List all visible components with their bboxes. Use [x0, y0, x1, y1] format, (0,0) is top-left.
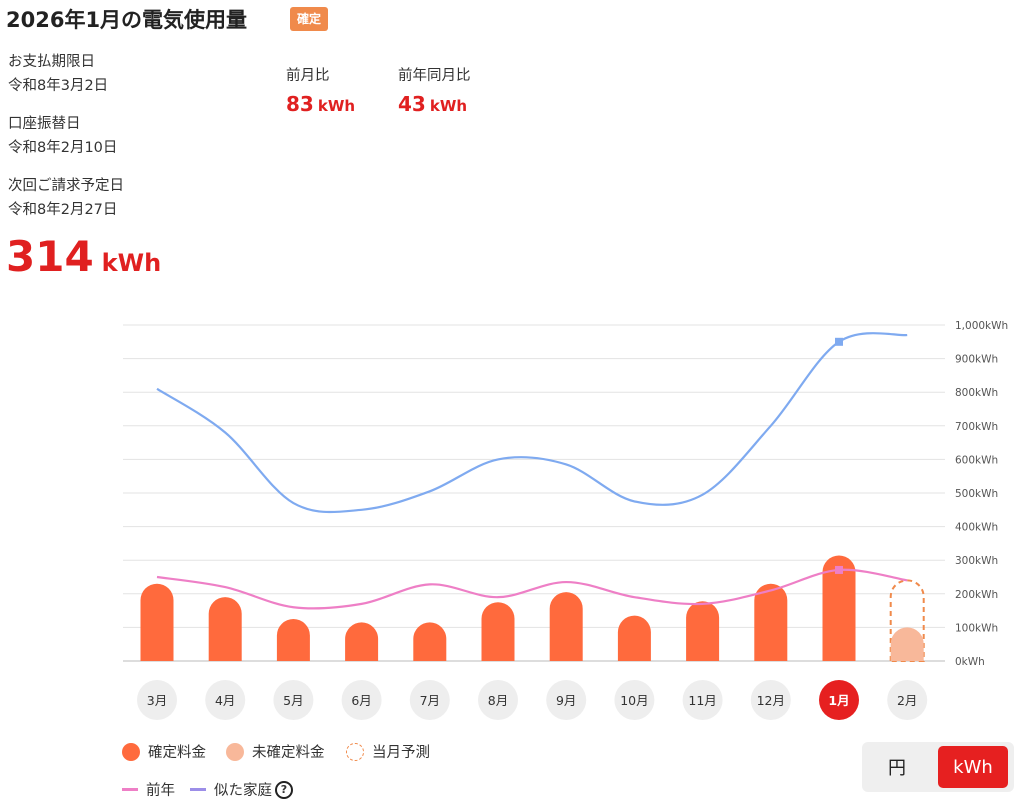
confirmed-bar: [413, 622, 447, 661]
prev-year-swatch-icon: [122, 788, 138, 791]
prev-month-diff: 83 kWh: [286, 92, 355, 116]
y-tick-label: 0kWh: [955, 656, 985, 668]
prev-month-label: 前月比: [286, 68, 330, 84]
yen-toggle-button[interactable]: 円: [862, 746, 932, 788]
prev-year-line: [156, 568, 908, 610]
unconfirmed-swatch-icon: [226, 742, 244, 761]
confirmed-bar: [481, 602, 515, 661]
month-pill: [273, 680, 314, 720]
confirmed-bar: [754, 583, 788, 661]
month-pill: [614, 680, 655, 720]
next-bill-label: 次回ご請求予定日: [8, 178, 124, 194]
legend-confirmed: 確定料金: [122, 741, 206, 762]
help-icon[interactable]: ?: [275, 780, 293, 799]
x-tick-label: 6月: [351, 693, 371, 708]
confirmed-swatch-icon: [122, 742, 140, 761]
y-tick-label: 400kWh: [955, 522, 998, 534]
x-tick-label: 9月: [556, 693, 576, 708]
page-title: 2026年1月の電気使用量: [6, 8, 248, 32]
unit-toggle: 円 kWh: [862, 742, 1014, 792]
prev-month-unit: kWh: [317, 97, 356, 115]
month-pill: [341, 680, 382, 720]
prev-year-diff: 43 kWh: [398, 92, 467, 116]
confirmed-bar: [140, 583, 174, 661]
month-pill: [546, 680, 587, 720]
y-tick-label: 100kWh: [955, 622, 998, 634]
confirmed-bar: [549, 592, 583, 661]
next-bill-value: 令和8年2月27日: [8, 202, 118, 218]
similar-household-marker: [835, 337, 843, 346]
confirmed-bar: [208, 597, 242, 661]
prev-month-value: 83: [286, 92, 314, 116]
confirmed-bar: [617, 615, 651, 661]
legend-forecast: 当月予測: [346, 741, 430, 762]
prev-year-value: 43: [398, 92, 426, 116]
month-pill: [887, 680, 928, 720]
x-tick-label: 12月: [757, 693, 785, 708]
month-pill: [682, 680, 723, 720]
x-tick-label: 7月: [420, 693, 440, 708]
transfer-label: 口座振替日: [8, 116, 81, 132]
kwh-toggle-button[interactable]: kWh: [938, 746, 1008, 788]
y-tick-label: 200kWh: [955, 589, 998, 601]
y-tick-label: 1,000kWh: [955, 320, 1008, 332]
status-badge: 確定: [290, 7, 329, 31]
legend-prev-year-label: 前年: [146, 783, 175, 799]
unconfirmed-bar: [890, 627, 924, 661]
usage-value: 314: [6, 232, 94, 281]
prev-year-unit: kWh: [429, 97, 468, 115]
month-pill: [205, 680, 246, 720]
x-tick-label: 4月: [215, 693, 235, 708]
similar-household-line: [156, 332, 908, 514]
x-tick-label: 10月: [620, 693, 648, 708]
similar-swatch-icon: [190, 788, 206, 791]
legend-unconfirmed-label: 未確定料金: [252, 745, 325, 761]
y-tick-label: 600kWh: [955, 454, 998, 466]
y-tick-label: 900kWh: [955, 354, 998, 366]
x-tick-label: 3月: [147, 693, 167, 708]
month-pill: [478, 680, 518, 720]
x-tick-label: 5月: [283, 693, 303, 708]
usage-unit: kWh: [101, 249, 162, 277]
legend-prev-year: 前年: [122, 779, 175, 800]
legend-unconfirmed: 未確定料金: [226, 741, 325, 762]
legend-similar: 似た家庭?: [190, 779, 293, 800]
y-tick-label: 300kWh: [955, 555, 998, 567]
confirmed-bar: [345, 622, 379, 661]
prev-year-marker: [835, 565, 843, 574]
x-tick-label: 1月: [828, 693, 849, 708]
legend-similar-label: 似た家庭: [214, 783, 272, 799]
month-pill: [137, 680, 177, 720]
month-pill-selected: [819, 680, 859, 720]
payment-due-label: お支払期限日: [8, 54, 95, 70]
y-tick-label: 700kWh: [955, 421, 998, 433]
legend-forecast-label: 当月予測: [372, 745, 430, 761]
confirmed-bar: [686, 601, 720, 661]
payment-due-value: 令和8年3月2日: [8, 78, 109, 94]
prev-year-label: 前年同月比: [398, 68, 471, 84]
y-tick-label: 500kWh: [955, 488, 998, 500]
y-tick-label: 800kWh: [955, 387, 998, 399]
confirmed-bar: [276, 619, 310, 661]
transfer-value: 令和8年2月10日: [8, 140, 118, 156]
month-pill: [750, 680, 791, 720]
x-tick-label: 8月: [488, 693, 508, 708]
usage-total: 314 kWh: [6, 232, 161, 281]
forecast-swatch-icon: [346, 742, 364, 761]
confirmed-bar: [822, 555, 856, 661]
forecast-bar-outline: [889, 579, 925, 662]
month-pill: [409, 680, 450, 720]
x-tick-label: 11月: [688, 693, 716, 708]
usage-chart: 0kWh 100kWh 200kWh 300kWh 400kWh 500kWh 600kWh…: [123, 320, 1008, 720]
x-tick-label: 2月: [897, 693, 917, 708]
legend-confirmed-label: 確定料金: [148, 745, 206, 761]
